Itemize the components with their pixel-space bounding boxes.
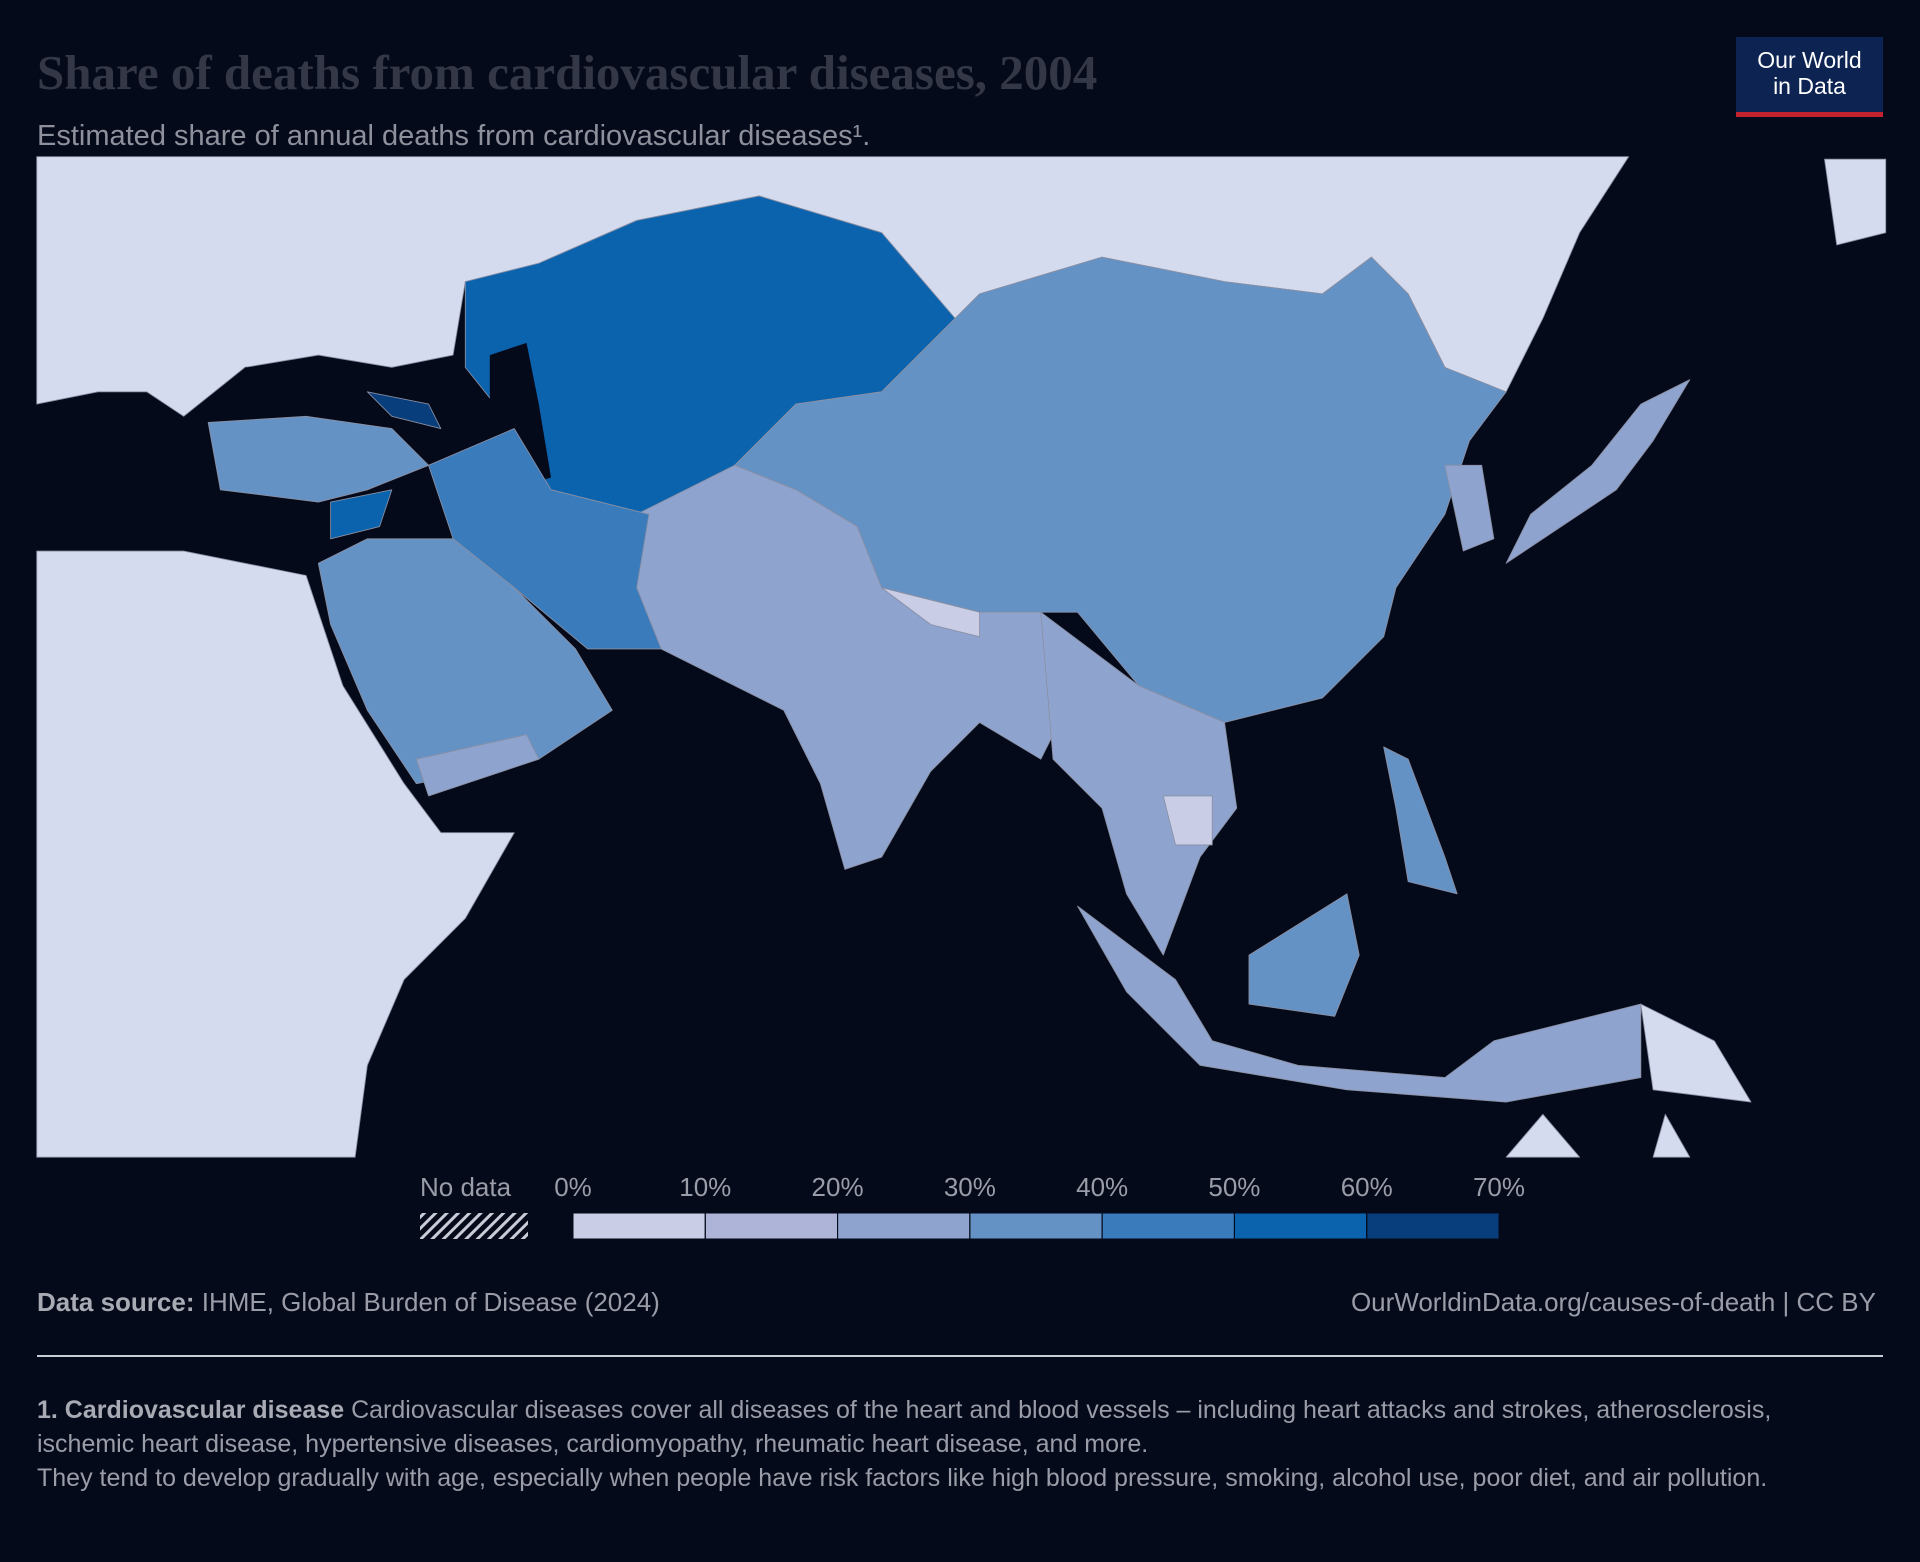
country — [881, 587, 981, 638]
legend-swatch — [704, 1212, 839, 1240]
legend-no-data-swatch — [420, 1213, 528, 1239]
legend: 0% 10% 20% 30% 40% 50% 60% 70% — [420, 1172, 1525, 1240]
land-no-data — [1652, 1113, 1691, 1158]
land-no-data — [36, 550, 515, 1158]
legend-tick-label: 40% — [1076, 1172, 1128, 1202]
footnote: 1. Cardiovascular disease Cardiovascular… — [37, 1393, 1857, 1495]
country — [636, 464, 1078, 870]
country — [1505, 379, 1691, 564]
legend-swatch — [969, 1212, 1103, 1240]
land-no-data — [1824, 158, 1887, 246]
subtitle: Estimated share of annual deaths from ca… — [37, 120, 871, 152]
title: Share of deaths from cardiovascular dise… — [37, 45, 1098, 100]
footnote-para: 1. Cardiovascular disease Cardiovascular… — [37, 1393, 1857, 1461]
logo-line: in Data — [1773, 73, 1846, 99]
footnote-label: 1. Cardiovascular disease — [37, 1396, 345, 1424]
source-text: IHME, Global Burden of Disease (2024) — [201, 1287, 660, 1317]
legend-tick-label: 0% — [554, 1172, 592, 1202]
country — [317, 538, 613, 785]
legend-tick-label: 20% — [812, 1172, 864, 1202]
map — [36, 156, 1887, 1158]
land-no-data — [1505, 1113, 1581, 1158]
divider — [37, 1355, 1883, 1357]
legend-tick-label: 70% — [1473, 1172, 1525, 1202]
country — [415, 734, 540, 797]
legend-swatch — [572, 1212, 706, 1240]
legend-tick-label: 60% — [1341, 1172, 1393, 1202]
legend-swatch — [837, 1212, 971, 1240]
country — [366, 391, 442, 430]
country — [1444, 464, 1495, 552]
country — [330, 489, 393, 540]
legend-no-data-label: No data — [420, 1172, 512, 1202]
url[interactable]: OurWorldinData.org/causes-of-death | CC … — [1350, 1287, 1876, 1317]
legend-swatch — [1366, 1212, 1500, 1240]
footnote-text: They tend to develop gradually with age,… — [37, 1464, 1768, 1492]
footnote-text: Cardiovascular diseases cover all diseas… — [37, 1396, 1772, 1458]
map-svg — [36, 156, 1887, 1158]
source-label: Data source: — [37, 1287, 195, 1317]
legend-tick-label: 30% — [944, 1172, 996, 1202]
country — [1383, 746, 1458, 895]
country — [1248, 893, 1360, 1017]
logo[interactable]: Our World in Data — [1736, 37, 1883, 117]
country — [207, 415, 430, 503]
legend-swatch — [1233, 1212, 1368, 1240]
country — [1162, 795, 1213, 846]
country — [1077, 905, 1642, 1103]
source: Data source: IHME, Global Burden of Dise… — [37, 1287, 660, 1318]
legend-swatch — [1101, 1212, 1235, 1240]
land-no-data — [1640, 1003, 1752, 1103]
legend-tick-label: 10% — [679, 1172, 731, 1202]
country — [1040, 611, 1238, 956]
legend-tick-label: 50% — [1208, 1172, 1260, 1202]
black-sea — [244, 367, 380, 417]
logo-line: Our World — [1757, 47, 1862, 73]
